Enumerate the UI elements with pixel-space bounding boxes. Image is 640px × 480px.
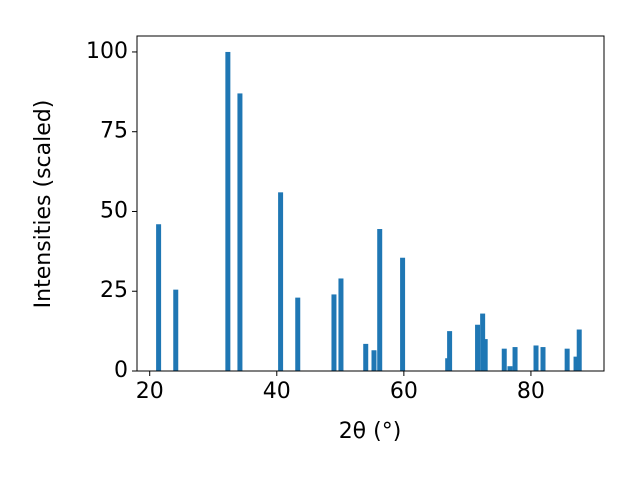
bar xyxy=(576,329,582,371)
bar xyxy=(482,339,488,371)
y-tick-label: 25 xyxy=(100,278,128,303)
bar xyxy=(377,229,383,371)
plot-frame xyxy=(136,35,605,372)
y-tick-label: 100 xyxy=(86,39,128,64)
bar xyxy=(237,93,243,371)
bar xyxy=(512,347,518,371)
bar xyxy=(540,347,546,371)
bar xyxy=(447,331,453,371)
x-tick-label: 20 xyxy=(136,379,164,404)
x-axis-label: 2θ (°) xyxy=(339,419,402,444)
x-tick-label: 60 xyxy=(390,379,418,404)
bar xyxy=(480,313,486,371)
bar xyxy=(278,192,284,371)
bar xyxy=(400,257,406,371)
y-tick-label: 0 xyxy=(114,358,128,383)
bar xyxy=(173,289,179,371)
bar xyxy=(533,345,539,371)
bar xyxy=(501,348,507,371)
y-tick-label: 75 xyxy=(100,119,128,144)
x-tick-label: 80 xyxy=(517,379,545,404)
bar xyxy=(507,366,513,371)
x-tick-label: 40 xyxy=(263,379,291,404)
y-tick-label: 50 xyxy=(100,198,128,223)
bar xyxy=(573,356,579,371)
bar xyxy=(371,350,377,371)
bar xyxy=(564,348,570,371)
y-axis-label: Intensities (scaled) xyxy=(31,100,56,309)
bar xyxy=(475,324,481,371)
bar xyxy=(338,278,344,371)
bar xyxy=(331,294,337,371)
bar xyxy=(363,343,369,371)
bar xyxy=(225,51,231,371)
bar xyxy=(156,224,162,371)
bar xyxy=(295,297,301,371)
